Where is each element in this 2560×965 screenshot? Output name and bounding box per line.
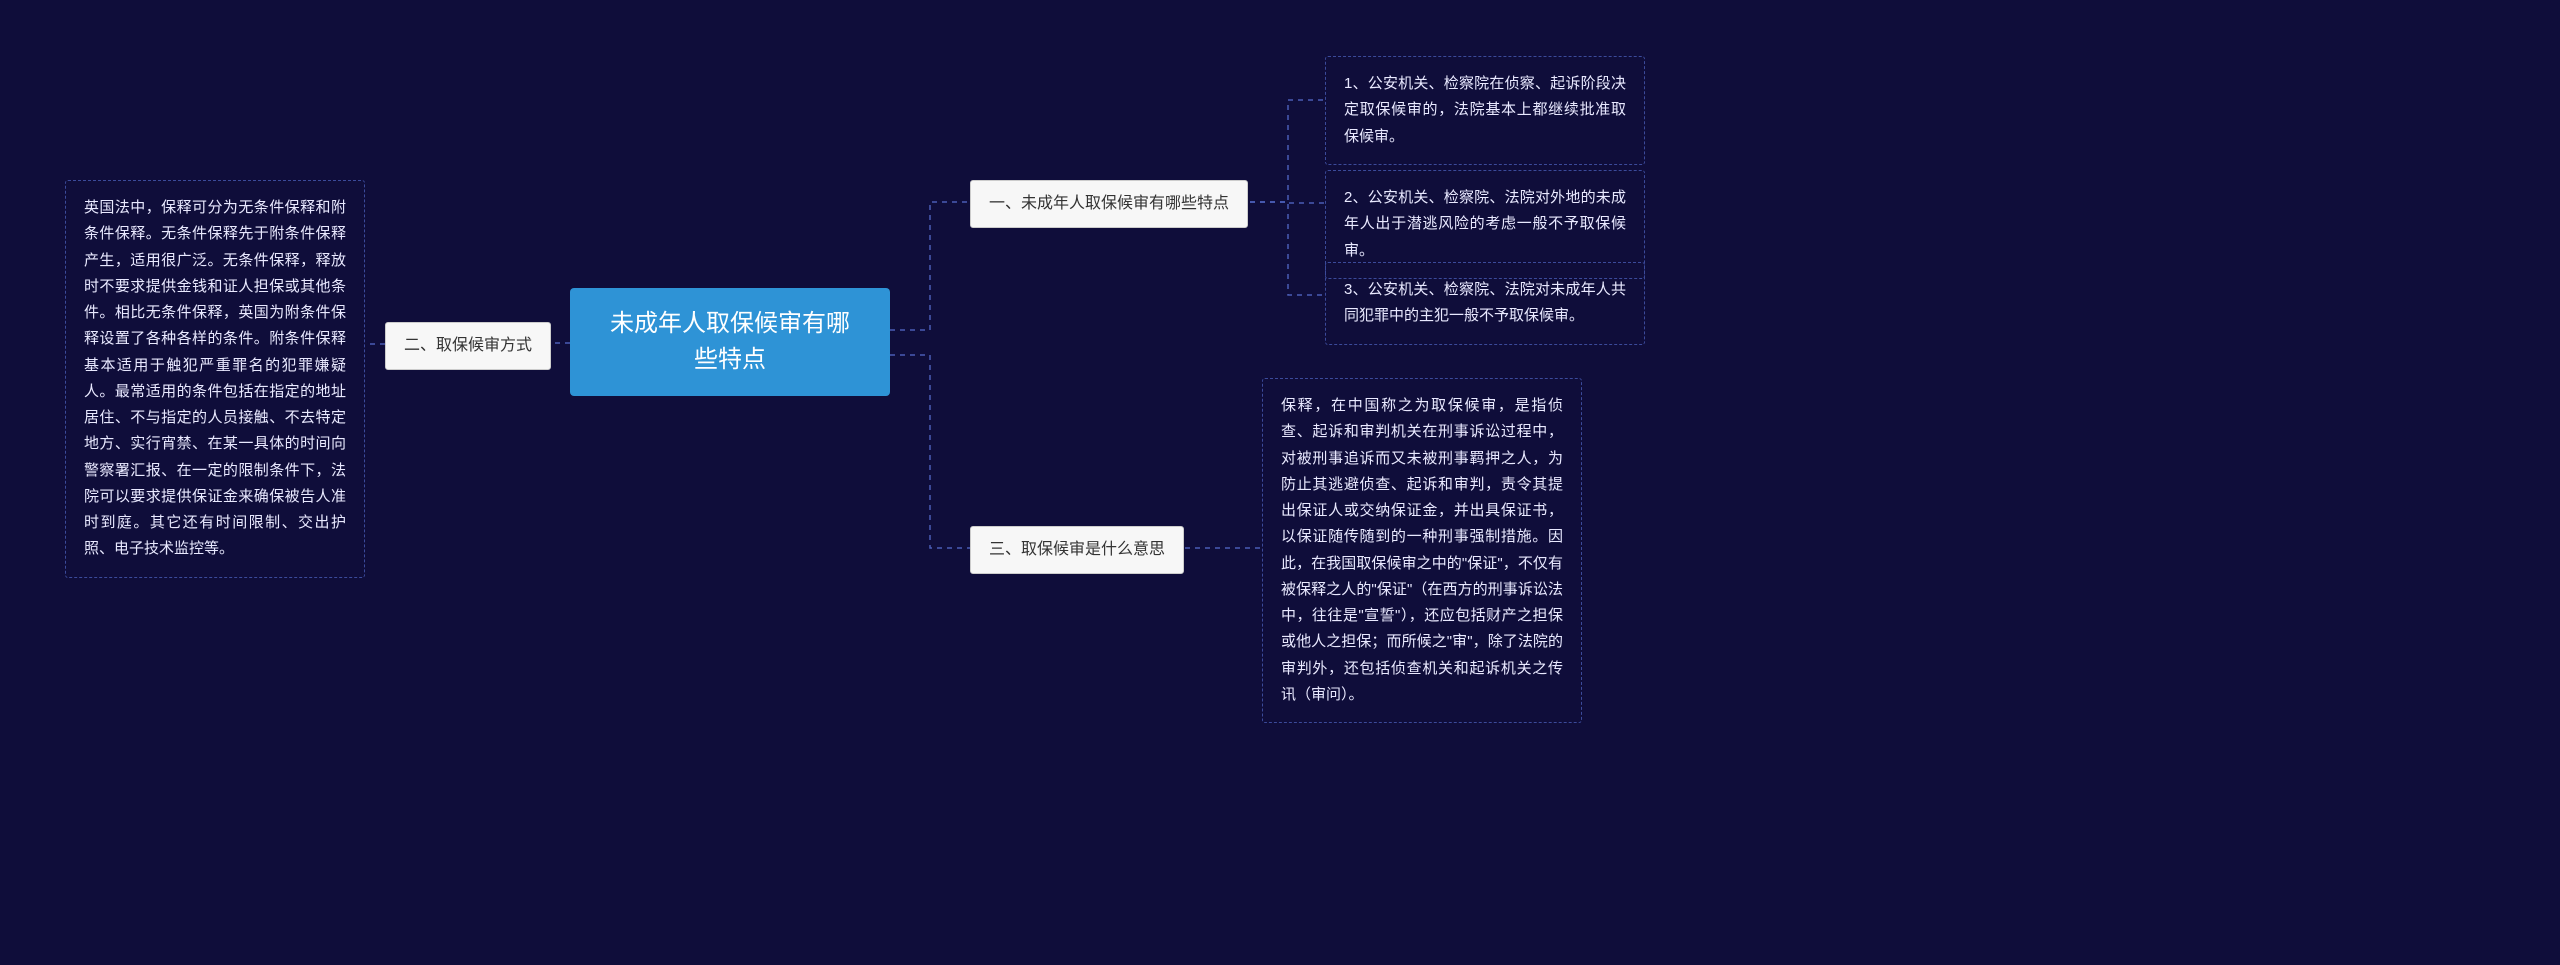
connector: [1250, 100, 1325, 202]
leaf-node-1-1[interactable]: 1、公安机关、检察院在侦察、起诉阶段决定取保候审的，法院基本上都继续批准取保候审…: [1325, 56, 1645, 165]
connector: [890, 202, 970, 330]
branch-node-1[interactable]: 一、未成年人取保候审有哪些特点: [970, 180, 1248, 228]
connector: [890, 355, 970, 548]
branch-node-3[interactable]: 三、取保候审是什么意思: [970, 526, 1184, 574]
leaf-node-1-3[interactable]: 3、公安机关、检察院、法院对未成年人共同犯罪中的主犯一般不予取保候审。: [1325, 262, 1645, 345]
connector: [1250, 202, 1325, 203]
root-node[interactable]: 未成年人取保候审有哪些特点: [570, 288, 890, 396]
leaf-node-2-1[interactable]: 英国法中，保释可分为无条件保释和附条件保释。无条件保释先于附条件保释产生，适用很…: [65, 180, 365, 578]
connector: [1250, 202, 1325, 295]
leaf-node-3-1[interactable]: 保释，在中国称之为取保候审，是指侦查、起诉和审判机关在刑事诉讼过程中，对被刑事追…: [1262, 378, 1582, 723]
branch-node-2[interactable]: 二、取保候审方式: [385, 322, 551, 370]
